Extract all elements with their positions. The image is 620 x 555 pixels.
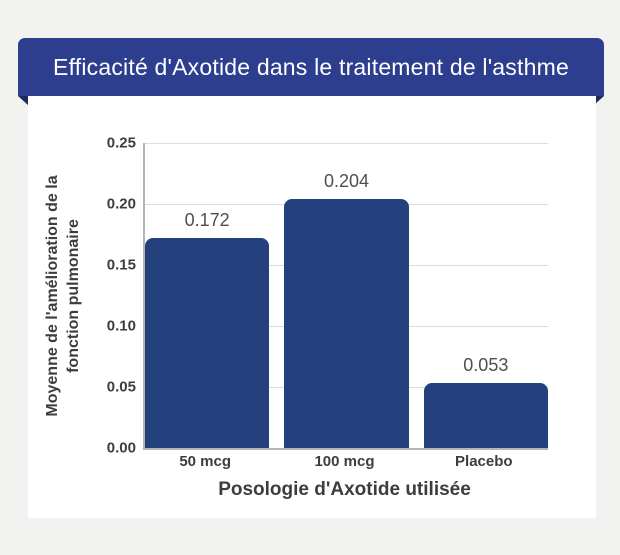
bar-group-Placebo: 0.053: [423, 143, 548, 448]
y-tick-label: 0.20: [106, 195, 136, 213]
plot-area: 0.172 0.204 0.053: [143, 143, 548, 450]
x-axis-ticks: 50 mcg 100 mcg Placebo: [143, 453, 546, 470]
bar-series: 0.172 0.204 0.053: [145, 143, 548, 448]
bar-group-100 mcg: 0.204: [284, 143, 409, 448]
bar: [145, 238, 270, 448]
x-tick-label: 50 mcg: [179, 453, 232, 470]
gridline-0.25: [145, 143, 548, 144]
title-banner: Efficacité d'Axotide dans le traitement …: [18, 38, 604, 96]
y-tick-label: 0.15: [106, 256, 136, 274]
y-tick-label: 0.25: [106, 134, 136, 152]
bar-value-label: 0.053: [463, 355, 509, 375]
y-tick-label: 0.05: [106, 378, 136, 396]
x-tick-label: Placebo: [455, 453, 513, 470]
y-tick-label: 0.00: [106, 439, 136, 457]
chart-title: Efficacité d'Axotide dans le traitement …: [53, 53, 569, 80]
bar: [423, 383, 548, 448]
x-tick-label: 100 mcg: [314, 453, 375, 470]
x-axis-label: Posologie d'Axotide utilisée: [218, 479, 471, 500]
ribbon-fold-left: [18, 96, 28, 105]
bar-value-label: 0.204: [323, 171, 370, 191]
y-tick-label: 0.10: [106, 317, 136, 335]
y-axis-ticks: 0.00 0.05 0.10 0.15 0.20 0.25: [88, 135, 136, 457]
ribbon-fold-right: [594, 96, 604, 105]
bar-group-50 mcg: 0.172: [145, 143, 270, 448]
y-axis-label-line1: Moyenne de l'amélioration de la: [44, 175, 61, 417]
bar-value-label: 0.172: [184, 210, 230, 230]
y-axis-label-line2: fonction pulmonaire: [65, 219, 82, 373]
bar: [284, 199, 409, 448]
y-axis-label: Moyenne de l'amélioration de la fonction…: [42, 175, 84, 416]
